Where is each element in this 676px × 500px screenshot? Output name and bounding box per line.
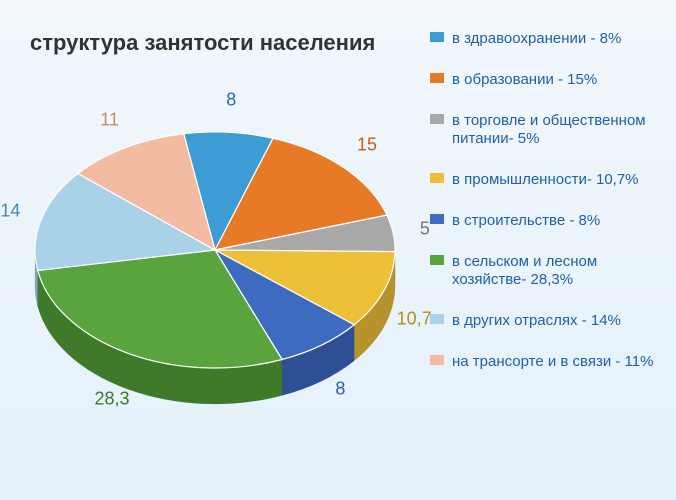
legend-item: в образовании - 15% <box>430 71 660 90</box>
legend-label: в здравоохранении - 8% <box>452 30 621 49</box>
legend-item: в строительстве - 8% <box>430 212 660 231</box>
data-label: 8 <box>226 90 236 111</box>
legend-item: в промышленности- 10,7% <box>430 171 660 190</box>
data-label: 11 <box>100 109 119 130</box>
legend-item: в других отраслях - 14% <box>430 312 660 331</box>
legend-swatch <box>430 173 444 183</box>
legend-item: в торговле и общественном питании- 5% <box>430 112 660 150</box>
legend-swatch <box>430 255 444 265</box>
data-label: 28,3 <box>94 389 129 410</box>
legend-swatch <box>430 355 444 365</box>
data-label: 10,7 <box>397 309 432 330</box>
legend-item: в здравоохранении - 8% <box>430 30 660 49</box>
legend-label: в промышленности- 10,7% <box>452 171 639 190</box>
legend-label: в образовании - 15% <box>452 71 597 90</box>
data-label: 8 <box>335 378 345 399</box>
data-label: 14 <box>0 200 20 221</box>
legend-label: в сельском и лесном хозяйстве- 28,3% <box>452 253 656 291</box>
data-label: 5 <box>420 218 430 239</box>
legend-label: в торговле и общественном питании- 5% <box>452 112 656 150</box>
legend-label: в строительстве - 8% <box>452 212 600 231</box>
legend-swatch <box>430 314 444 324</box>
legend-item: в сельском и лесном хозяйстве- 28,3% <box>430 253 660 291</box>
legend-swatch <box>430 32 444 42</box>
legend-swatch <box>430 214 444 224</box>
legend-label: в других отраслях - 14% <box>452 312 621 331</box>
legend-swatch <box>430 73 444 83</box>
legend: в здравоохранении - 8% в образовании - 15… <box>430 30 660 372</box>
legend-label: на трансорте и в связи - 11% <box>452 353 653 372</box>
data-label: 15 <box>357 135 377 156</box>
legend-swatch <box>430 114 444 124</box>
legend-item: на трансорте и в связи - 11% <box>430 353 660 372</box>
